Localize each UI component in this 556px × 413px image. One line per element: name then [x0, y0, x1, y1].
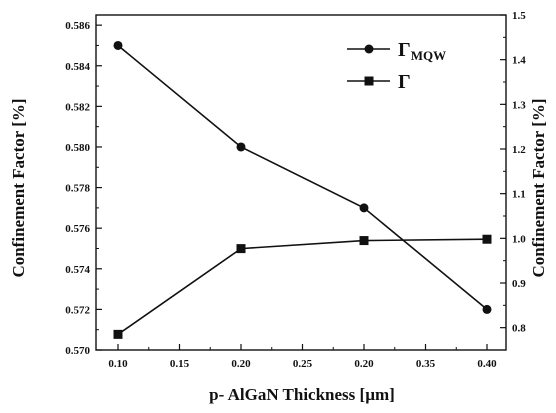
left-y-tick-label: 0.582 [65, 101, 90, 113]
left-y-tick-label: 0.578 [65, 183, 90, 195]
legend-square-marker [364, 76, 374, 86]
right-y-tick-label: 0.8 [512, 323, 526, 335]
x-tick-label: 0.15 [170, 358, 190, 370]
x-tick-label: 0.35 [416, 358, 436, 370]
right-y-tick-label: 1.2 [512, 144, 526, 156]
left-y-tick-label: 0.580 [65, 142, 90, 154]
series-gamma-mqw-point [113, 40, 123, 50]
left-y-tick-label: 0.570 [65, 345, 90, 357]
right-y-tick-label: 0.9 [512, 278, 526, 290]
series-gamma-point [113, 329, 123, 339]
series-gamma-mqw-line [117, 44, 488, 311]
x-tick-label: 0.25 [293, 358, 313, 370]
x-tick-label: 0.10 [108, 358, 128, 370]
right-y-tick-label: 1.1 [512, 189, 526, 201]
right-y-tick-label: 1.4 [512, 55, 526, 67]
series-gamma-mqw-point [482, 304, 492, 314]
x-tick-label: 0.20 [354, 358, 374, 370]
left-y-tick-label: 0.574 [65, 264, 90, 276]
left-y-tick-label: 0.584 [65, 61, 90, 73]
series-gamma-mqw-point [359, 203, 369, 213]
series-gamma-point [236, 244, 246, 254]
series-gamma-mqw-point [236, 142, 246, 152]
right-y-tick-label: 1.0 [512, 233, 526, 245]
legend-label: ΓMQW [398, 39, 446, 63]
x-axis-title: p- AlGaN Thickness [µm] [209, 385, 395, 404]
series-gamma-point [359, 236, 369, 246]
left-y-axis-ticks: 0.570 0.572 0.574 0.576 0.578 0.580 0.582 0.584… [65, 20, 102, 357]
right-y-axis-ticks: 0.8 0.9 1.0 1.1 1.2 1.3 1.4 1.5 [500, 10, 526, 351]
x-tick-label: 0.20 [231, 358, 251, 370]
plot-frame [95, 14, 507, 351]
left-y-tick-label: 0.576 [65, 223, 90, 235]
x-tick-label: 0.40 [477, 358, 497, 370]
series-layer [113, 40, 492, 339]
x-axis-ticks: 0.10 0.15 0.20 0.25 0.20 0.35 0.40 [108, 344, 497, 370]
left-y-tick-label: 0.586 [65, 20, 90, 32]
legend: ΓMQW Γ [347, 39, 446, 93]
legend-label: Γ [398, 71, 411, 93]
series-gamma-line [117, 238, 488, 336]
plot-border [95, 14, 507, 351]
left-y-tick-label: 0.572 [65, 304, 90, 316]
legend-circle-marker [364, 44, 374, 54]
right-y-tick-label: 1.3 [512, 99, 526, 111]
right-y-axis-title: Confinement Factor [%] [529, 98, 548, 277]
right-y-tick-label: 1.5 [512, 10, 526, 22]
left-y-axis-title: Confinement Factor [%] [9, 98, 28, 277]
series-gamma-point [482, 234, 492, 244]
